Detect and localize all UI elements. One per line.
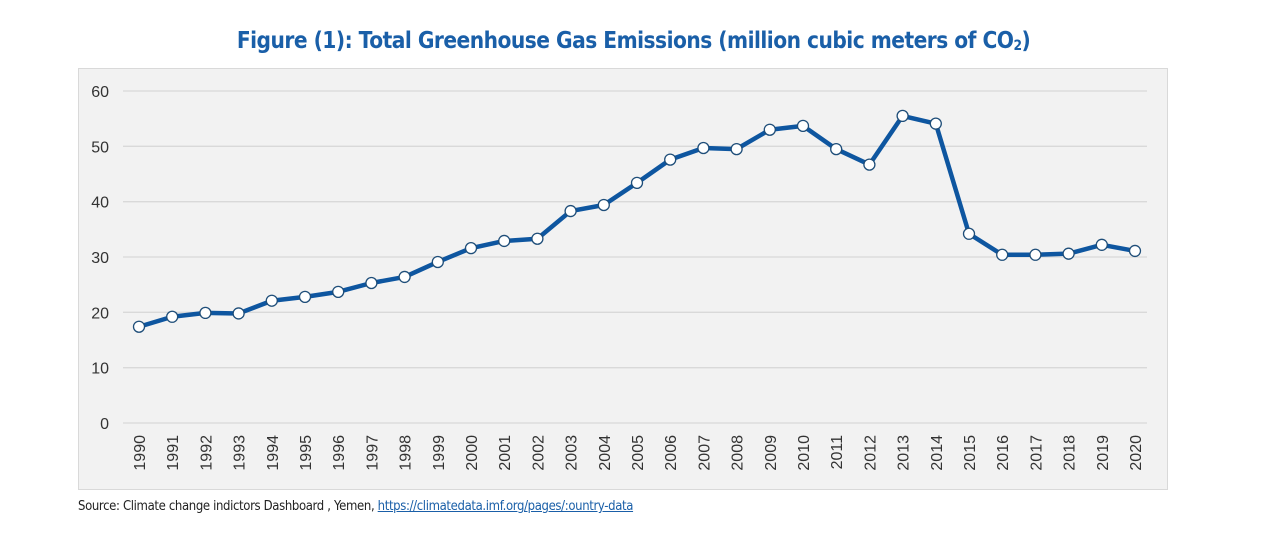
x-tick-label: 1995 [298, 435, 315, 471]
x-tick-label: 2006 [663, 435, 680, 471]
data-point [1128, 244, 1142, 258]
source-note: Source: Climate change indictors Dashboa… [78, 499, 633, 514]
data-point [265, 294, 278, 307]
y-tick-label: 40 [91, 195, 109, 212]
x-tick-label: 2005 [630, 435, 647, 471]
chart-title-subscript: 2 [1013, 38, 1022, 54]
data-point [597, 198, 610, 212]
data-point [796, 119, 810, 133]
data-point [896, 109, 909, 123]
data-point [199, 306, 212, 320]
x-tick-label: 2019 [1095, 435, 1112, 471]
data-point [1029, 248, 1042, 261]
x-tick-label: 2014 [929, 435, 946, 471]
x-tick-label: 1990 [132, 435, 149, 471]
x-tick-label: 1994 [265, 435, 282, 471]
y-tick-label: 10 [91, 361, 109, 378]
chart-title-text: Figure (1): Total Greenhouse Gas Emissio… [236, 28, 1014, 54]
gridlines [123, 90, 1147, 424]
x-tick-label: 2000 [464, 435, 481, 471]
x-tick-label: 2001 [497, 435, 514, 471]
x-axis-ticks: 1990 1991 1992 1993 1994 1995 1996 1997 1998 1999… [132, 435, 1145, 471]
x-tick-label: 2015 [962, 435, 979, 471]
data-point [830, 142, 843, 156]
x-tick-label: 1996 [331, 435, 348, 471]
x-tick-label: 1999 [431, 435, 448, 471]
data-point [531, 232, 544, 245]
data-point [962, 227, 976, 240]
data-point [298, 290, 312, 303]
x-tick-label: 2018 [1062, 435, 1079, 471]
y-tick-label: 50 [91, 139, 109, 156]
x-tick-label: 1991 [165, 435, 182, 471]
x-tick-label: 2004 [597, 435, 614, 471]
x-tick-label: 2013 [896, 435, 913, 471]
y-tick-label: 20 [91, 305, 109, 322]
data-point [232, 307, 245, 320]
data-point [630, 176, 644, 190]
data-point [763, 123, 776, 136]
data-point [464, 241, 478, 255]
chart-title-suffix: ) [1021, 28, 1031, 54]
x-tick-label: 2002 [530, 435, 547, 471]
source-link[interactable]: https://climatedata.imf.org/pages/:ountr… [377, 499, 634, 514]
data-point [564, 204, 577, 218]
x-tick-label: 2003 [564, 435, 581, 471]
source-text: Source: Climate change indictors Dashboa… [78, 499, 378, 514]
x-tick-label: 2007 [696, 435, 713, 471]
data-point [132, 320, 146, 333]
y-tick-label: 30 [91, 250, 109, 267]
x-tick-label: 2010 [796, 435, 813, 471]
x-tick-label: 1992 [198, 435, 215, 471]
data-point [929, 117, 942, 130]
chart-area: 0 10 20 30 40 50 60 1990 1991 1992 1993 1994 1995 19… [78, 68, 1168, 490]
y-tick-label: 0 [100, 416, 109, 433]
x-tick-label: 2017 [1028, 435, 1045, 471]
data-point [498, 234, 511, 248]
x-tick-label: 2008 [730, 435, 747, 471]
data-point [664, 153, 677, 166]
data-point [431, 255, 444, 269]
series-group [132, 109, 1142, 333]
data-point [365, 276, 378, 290]
data-point [1062, 247, 1075, 260]
data-point [863, 158, 876, 171]
x-tick-label: 1997 [364, 435, 381, 471]
data-point [398, 270, 411, 284]
data-point [332, 285, 345, 299]
data-point [697, 141, 710, 155]
y-axis-ticks: 0 10 20 30 40 50 60 [91, 84, 109, 433]
x-tick-label: 1993 [232, 435, 249, 471]
series-line [138, 113, 1136, 329]
y-tick-label: 60 [91, 84, 109, 101]
x-tick-label: 2016 [995, 435, 1012, 471]
data-point [166, 310, 179, 323]
data-point [1095, 238, 1108, 251]
x-tick-label: 1998 [398, 435, 415, 471]
x-tick-label: 2009 [763, 435, 780, 471]
x-tick-label: 2012 [862, 435, 879, 471]
x-tick-label: 2020 [1128, 435, 1145, 471]
chart-title: Figure (1): Total Greenhouse Gas Emissio… [75, 28, 1193, 54]
data-point [996, 248, 1009, 261]
data-point [730, 142, 743, 156]
x-tick-label: 2011 [829, 435, 846, 470]
